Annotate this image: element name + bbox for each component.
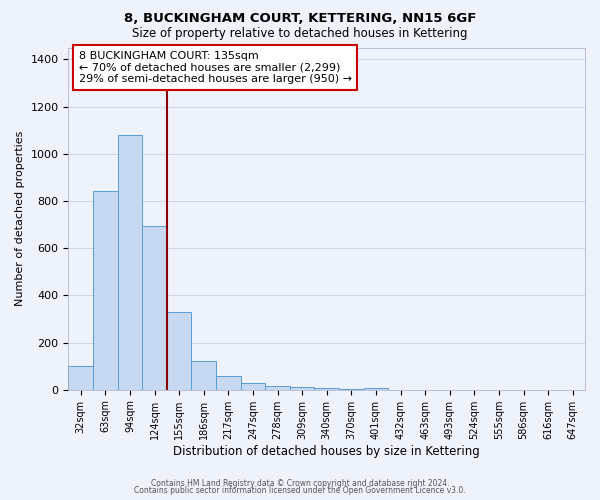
X-axis label: Distribution of detached houses by size in Kettering: Distribution of detached houses by size … <box>173 444 480 458</box>
Bar <box>142 226 167 390</box>
Text: Contains public sector information licensed under the Open Government Licence v3: Contains public sector information licen… <box>134 486 466 495</box>
Bar <box>216 376 241 390</box>
Text: Contains HM Land Registry data © Crown copyright and database right 2024.: Contains HM Land Registry data © Crown c… <box>151 478 449 488</box>
Text: Size of property relative to detached houses in Kettering: Size of property relative to detached ho… <box>132 28 468 40</box>
Bar <box>93 192 118 390</box>
Bar <box>265 386 290 390</box>
Bar <box>364 388 388 390</box>
Bar <box>118 135 142 390</box>
Bar <box>314 388 339 390</box>
Bar <box>68 366 93 390</box>
Bar <box>191 362 216 390</box>
Text: 8, BUCKINGHAM COURT, KETTERING, NN15 6GF: 8, BUCKINGHAM COURT, KETTERING, NN15 6GF <box>124 12 476 26</box>
Bar <box>290 388 314 390</box>
Text: 8 BUCKINGHAM COURT: 135sqm
← 70% of detached houses are smaller (2,299)
29% of s: 8 BUCKINGHAM COURT: 135sqm ← 70% of deta… <box>79 51 352 84</box>
Y-axis label: Number of detached properties: Number of detached properties <box>15 131 25 306</box>
Bar <box>339 388 364 390</box>
Bar <box>167 312 191 390</box>
Bar <box>241 382 265 390</box>
